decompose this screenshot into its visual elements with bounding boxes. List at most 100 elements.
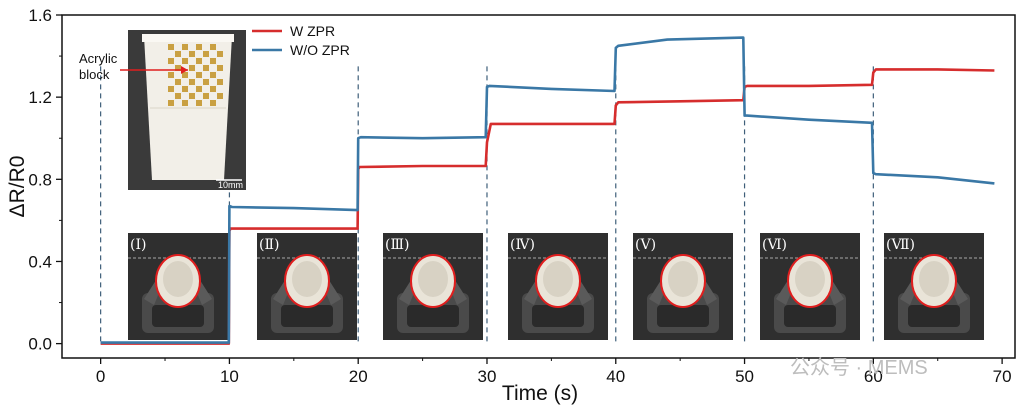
sensor-cell [168, 72, 174, 78]
cup-outline [660, 254, 706, 308]
series-line-wo-zpr [100, 36, 995, 344]
annotations: Acrylic block 公众号 · MEMS [79, 51, 928, 379]
panel-label: (Ⅱ) [259, 237, 279, 253]
gripper-body [152, 305, 204, 327]
sensor-cell [182, 86, 188, 92]
gripper-body [281, 305, 333, 327]
panel-label: (Ⅰ) [130, 237, 146, 253]
sensor-cell [175, 65, 181, 71]
legend-label: W/O ZPR [290, 42, 350, 58]
sensor-cell [217, 93, 223, 99]
sensor-cell [168, 58, 174, 64]
sensor-cell [189, 93, 195, 99]
legend-label: W ZPR [290, 23, 335, 39]
cup-outline [787, 254, 833, 308]
sensor-cell [182, 44, 188, 50]
photo-panel-3: (Ⅲ) [383, 233, 483, 340]
gripper-body [908, 305, 960, 327]
sensor-cell [203, 79, 209, 85]
sensor-cell [217, 79, 223, 85]
photo-panel-2: (Ⅱ) [257, 233, 357, 340]
x-tick-label: 70 [993, 367, 1012, 386]
sensor-cell [175, 93, 181, 99]
photo-panel-1: (Ⅰ) [128, 233, 228, 340]
sensor-cell [175, 51, 181, 57]
sensor-cell [210, 58, 216, 64]
sensor-cell [210, 44, 216, 50]
sensor-cell [210, 100, 216, 106]
sensor-cell [210, 72, 216, 78]
sensor-cell [189, 51, 195, 57]
sensor-cell [196, 58, 202, 64]
scale-bar-label: 10mm [218, 180, 243, 190]
panel-label: (Ⅵ) [762, 237, 787, 253]
sensor-cell [168, 100, 174, 106]
sensor-cell [189, 79, 195, 85]
sensor-cell [175, 79, 181, 85]
annotation-acrylic-block: Acrylic block [79, 51, 118, 82]
sensor-cell [182, 72, 188, 78]
x-tick-label: 50 [735, 367, 754, 386]
legend: W ZPR W/O ZPR [252, 23, 350, 58]
photo-panel-7: (Ⅶ) [884, 233, 984, 340]
sensor-cell [182, 58, 188, 64]
cup-inner [543, 261, 573, 297]
cup-inner [418, 261, 448, 297]
gripper-body [407, 305, 459, 327]
photo-panel-4: (Ⅳ) [508, 233, 608, 340]
sensor-cell [196, 86, 202, 92]
y-tick-label: 0.0 [28, 335, 52, 354]
cup-inner [163, 261, 193, 297]
cup-outline [284, 254, 330, 308]
y-tick-label: 0.8 [28, 170, 52, 189]
x-tick-label: 60 [864, 367, 883, 386]
data-series [100, 36, 995, 345]
cup-inner [795, 261, 825, 297]
axes: 0 10 20 30 40 50 60 70 0.0 0.4 0.8 1.2 1.6 Time (s) ΔR… [6, 6, 1016, 405]
y-tick-label: 1.6 [28, 6, 52, 25]
watermark: 公众号 · MEMS [790, 356, 928, 379]
cup-inner [292, 261, 322, 297]
x-tick-label: 10 [220, 367, 239, 386]
x-tick-label: 30 [478, 367, 497, 386]
x-tick-label: 20 [349, 367, 368, 386]
sensor-cell [203, 51, 209, 57]
sensor-cell [189, 65, 195, 71]
y-axis-title: ΔR/R0 [6, 156, 29, 218]
panel-label: (Ⅲ) [385, 237, 409, 253]
photo-panels: (Ⅰ) (Ⅱ) (Ⅲ) (Ⅳ) (Ⅴ) (Ⅵ) (Ⅶ) [128, 233, 984, 340]
panel-label: (Ⅴ) [635, 237, 656, 253]
gripper-body [532, 305, 584, 327]
cup-rim [142, 34, 234, 42]
photo-panel-5: (Ⅴ) [633, 233, 733, 340]
cup-outline [155, 254, 201, 308]
cup-inset-photo: 10mm [120, 30, 246, 190]
series-line-w-zpr [100, 68, 995, 345]
photo-panel-6: (Ⅵ) [760, 233, 860, 340]
gripper-body [784, 305, 836, 327]
x-tick-label: 40 [606, 367, 625, 386]
cup-outline [410, 254, 456, 308]
cup-inner [919, 261, 949, 297]
cup-inner [668, 261, 698, 297]
sensor-cell [210, 86, 216, 92]
sensor-cell [196, 100, 202, 106]
cup-outline [535, 254, 581, 308]
gripper-body [657, 305, 709, 327]
x-tick-label: 0 [96, 367, 105, 386]
y-tick-label: 0.4 [28, 252, 52, 271]
sensor-cell [168, 86, 174, 92]
panel-label: (Ⅶ) [886, 237, 915, 253]
sensor-cell [217, 65, 223, 71]
sensor-cell [203, 65, 209, 71]
sensor-cell [217, 51, 223, 57]
sensor-cell [196, 72, 202, 78]
cup-outline [911, 254, 957, 308]
arrow-head [181, 66, 188, 74]
sensor-cell [196, 44, 202, 50]
sensor-cell [203, 93, 209, 99]
y-tick-label: 1.2 [28, 88, 52, 107]
x-axis-title: Time (s) [502, 382, 578, 405]
sensor-cell [182, 100, 188, 106]
